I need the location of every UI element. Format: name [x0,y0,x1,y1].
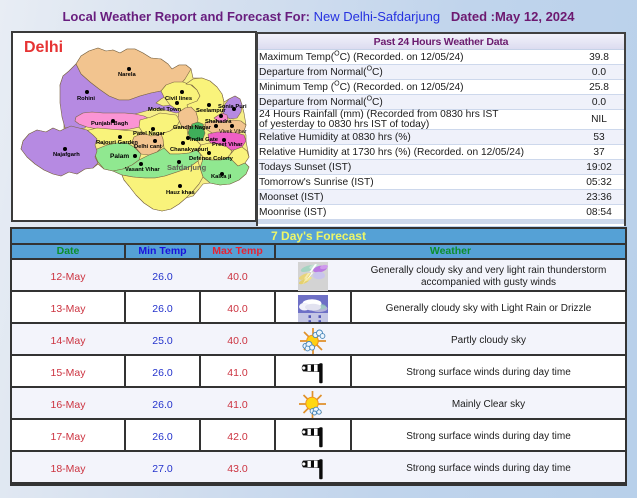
svg-text:Sonia Puri: Sonia Puri [218,104,247,110]
svg-text:Safdarjung: Safdarjung [167,163,207,172]
svg-text:Preet Vihar: Preet Vihar [212,142,243,148]
svg-text:Palam: Palam [110,153,129,160]
svg-text:Civil lines: Civil lines [165,96,192,102]
svg-text:Shahadra: Shahadra [205,119,232,125]
svg-text:Patel Nagar: Patel Nagar [133,131,166,137]
svg-text:Gandhi Nagar: Gandhi Nagar [173,125,212,131]
svg-text:Vasant Vihar: Vasant Vihar [125,167,160,173]
svg-text:Defence Colony: Defence Colony [189,156,234,162]
svg-text:Kalka ji: Kalka ji [211,174,232,180]
svg-text:Rajouri Garden: Rajouri Garden [96,140,138,146]
svg-text:Model Town: Model Town [148,107,182,113]
svg-text:Narela: Narela [118,72,137,78]
svg-text:Punjabi Bagh: Punjabi Bagh [91,121,128,127]
svg-text:Chanakyapuri: Chanakyapuri [170,147,209,153]
svg-text:Seelampur: Seelampur [196,108,226,114]
svg-text:Vivek Vihar: Vivek Vihar [219,129,247,135]
svg-text:Hauz khas: Hauz khas [166,190,195,196]
svg-text:Delhi cant: Delhi cant [134,144,162,150]
svg-text:Najafgarh: Najafgarh [53,152,80,158]
svg-text:Rohini: Rohini [77,96,95,102]
svg-text:India Gate: India Gate [190,137,219,143]
svg-text:Delhi: Delhi [24,39,63,56]
